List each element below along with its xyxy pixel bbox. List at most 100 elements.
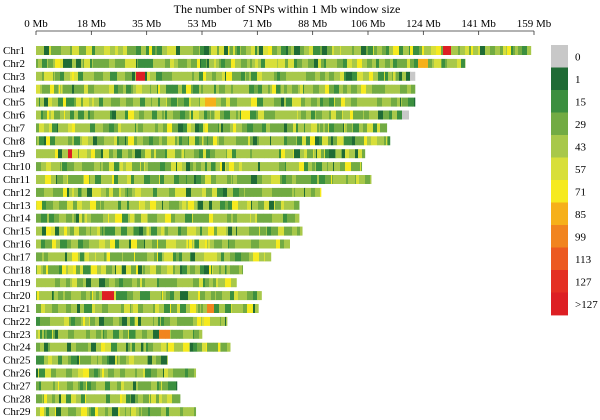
snp-window bbox=[158, 239, 165, 249]
snp-window bbox=[413, 46, 420, 55]
snp-window bbox=[345, 58, 348, 68]
snp-window bbox=[160, 175, 165, 184]
snp-window bbox=[91, 407, 96, 417]
snp-window bbox=[80, 123, 86, 133]
snp-window bbox=[193, 84, 200, 94]
snp-window bbox=[370, 175, 372, 184]
snp-window bbox=[175, 304, 178, 313]
snp-window bbox=[238, 123, 243, 133]
snp-window bbox=[384, 136, 387, 146]
snp-window bbox=[344, 46, 347, 55]
snp-window bbox=[289, 200, 295, 210]
snp-window bbox=[243, 239, 249, 249]
snp-window bbox=[138, 355, 142, 365]
snp-window bbox=[62, 162, 68, 172]
snp-window bbox=[296, 110, 298, 120]
snp-window bbox=[95, 252, 97, 262]
snp-window bbox=[100, 407, 104, 417]
snp-window bbox=[239, 187, 245, 197]
snp-window bbox=[39, 291, 42, 301]
snp-window bbox=[122, 291, 128, 301]
snp-window bbox=[133, 84, 137, 94]
snp-window bbox=[240, 58, 242, 68]
snp-window bbox=[41, 162, 47, 172]
snp-window bbox=[68, 123, 73, 133]
snp-window bbox=[172, 136, 176, 146]
snp-window bbox=[276, 136, 283, 146]
snp-window bbox=[397, 110, 403, 120]
snp-window bbox=[357, 58, 363, 68]
snp-window bbox=[225, 278, 232, 288]
snp-window bbox=[343, 58, 346, 68]
snp-window bbox=[245, 97, 252, 107]
snp-window bbox=[101, 162, 104, 172]
snp-window bbox=[410, 46, 414, 55]
snp-window bbox=[97, 71, 104, 81]
snp-window bbox=[197, 213, 204, 223]
snp-window bbox=[158, 84, 161, 94]
snp-window bbox=[70, 46, 73, 55]
snp-window bbox=[261, 58, 266, 68]
snp-window bbox=[355, 149, 359, 159]
snp-window bbox=[179, 252, 183, 262]
snp-window bbox=[43, 394, 45, 404]
snp-window bbox=[268, 97, 275, 107]
snp-window bbox=[128, 123, 132, 133]
snp-window bbox=[100, 368, 103, 378]
snp-window bbox=[340, 175, 347, 184]
snp-window bbox=[109, 123, 115, 133]
snp-window bbox=[78, 46, 80, 55]
snp-window bbox=[314, 149, 317, 159]
legend-label: 127 bbox=[575, 276, 592, 288]
snp-window bbox=[178, 239, 185, 249]
snp-window bbox=[469, 46, 472, 55]
snp-window bbox=[102, 226, 104, 236]
snp-window bbox=[134, 123, 136, 133]
snp-window bbox=[295, 213, 300, 223]
chromosome-bar bbox=[36, 252, 272, 262]
snp-window bbox=[125, 342, 127, 352]
snp-window bbox=[154, 149, 157, 159]
snp-window bbox=[110, 381, 112, 391]
snp-window bbox=[190, 162, 194, 172]
snp-window bbox=[253, 291, 258, 301]
snp-window bbox=[329, 97, 333, 107]
snp-window bbox=[246, 110, 251, 120]
snp-window bbox=[104, 213, 109, 223]
chromosome-bar bbox=[36, 239, 290, 249]
snp-window bbox=[95, 407, 99, 417]
snp-window bbox=[285, 162, 287, 172]
snp-window bbox=[153, 394, 157, 404]
snp-window bbox=[239, 265, 243, 275]
snp-window bbox=[138, 265, 143, 275]
snp-window bbox=[186, 213, 193, 223]
snp-window bbox=[147, 175, 151, 184]
snp-window bbox=[161, 355, 168, 365]
snp-window bbox=[332, 97, 335, 107]
snp-window bbox=[87, 213, 92, 223]
snp-window bbox=[350, 175, 356, 184]
snp-window bbox=[82, 200, 87, 210]
snp-window bbox=[204, 252, 208, 262]
snp-window bbox=[55, 278, 61, 288]
snp-window bbox=[231, 58, 236, 68]
snp-window bbox=[188, 200, 195, 210]
snp-window bbox=[234, 162, 239, 172]
chromosome-label: Chr16 bbox=[3, 239, 31, 251]
snp-window bbox=[70, 97, 75, 107]
snp-window bbox=[374, 46, 378, 55]
snp-window bbox=[182, 200, 187, 210]
snp-window bbox=[151, 149, 155, 159]
snp-window bbox=[117, 355, 119, 365]
snp-window bbox=[147, 355, 149, 365]
snp-window bbox=[159, 136, 163, 146]
snp-window bbox=[414, 58, 419, 68]
snp-window bbox=[44, 71, 50, 81]
snp-window bbox=[50, 84, 55, 94]
snp-window bbox=[115, 46, 119, 55]
snp-window bbox=[152, 355, 157, 365]
snp-window bbox=[133, 226, 135, 236]
snp-window bbox=[68, 175, 73, 184]
snp-window bbox=[392, 71, 394, 81]
snp-window bbox=[36, 187, 41, 197]
